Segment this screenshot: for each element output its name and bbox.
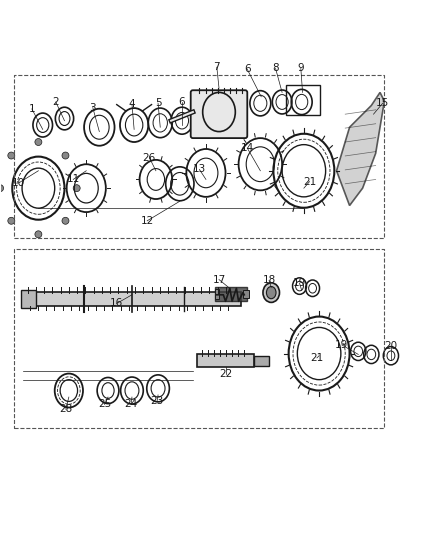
Polygon shape — [197, 354, 254, 367]
FancyBboxPatch shape — [191, 90, 247, 138]
Text: 19: 19 — [293, 278, 306, 288]
Text: 19: 19 — [335, 340, 348, 350]
Circle shape — [35, 139, 42, 146]
Text: 18: 18 — [262, 276, 276, 286]
Text: 17: 17 — [212, 274, 226, 285]
Polygon shape — [21, 290, 36, 308]
Text: 7: 7 — [213, 62, 220, 72]
Text: 22: 22 — [219, 369, 232, 379]
Text: 9: 9 — [297, 63, 304, 74]
Text: 13: 13 — [193, 165, 206, 174]
Text: 23: 23 — [151, 395, 164, 406]
Text: 2: 2 — [53, 97, 59, 107]
Circle shape — [35, 231, 42, 238]
Text: 6: 6 — [179, 97, 185, 107]
Polygon shape — [215, 289, 219, 299]
Circle shape — [62, 217, 69, 224]
Text: 5: 5 — [155, 98, 161, 108]
Circle shape — [0, 184, 4, 192]
Text: 11: 11 — [67, 174, 80, 184]
Polygon shape — [215, 287, 247, 301]
Polygon shape — [23, 292, 241, 305]
Circle shape — [8, 217, 15, 224]
Text: 28: 28 — [59, 404, 72, 414]
Ellipse shape — [263, 283, 279, 302]
Ellipse shape — [266, 287, 276, 298]
Text: 6: 6 — [244, 64, 251, 74]
Polygon shape — [254, 356, 269, 366]
Text: 8: 8 — [272, 63, 279, 74]
Circle shape — [62, 152, 69, 159]
Text: 3: 3 — [89, 103, 96, 112]
Circle shape — [73, 184, 80, 192]
Text: 14: 14 — [240, 143, 254, 153]
Text: 20: 20 — [385, 341, 397, 351]
Text: 21: 21 — [303, 176, 316, 187]
Text: 4: 4 — [129, 99, 135, 109]
Polygon shape — [243, 290, 250, 298]
Text: 16: 16 — [110, 298, 124, 309]
Text: 24: 24 — [124, 399, 138, 409]
Text: 10: 10 — [12, 178, 25, 188]
Text: 21: 21 — [310, 353, 324, 363]
Text: 1: 1 — [28, 104, 35, 114]
Text: 25: 25 — [98, 399, 111, 409]
Text: 12: 12 — [141, 216, 154, 226]
Polygon shape — [336, 92, 385, 206]
Circle shape — [8, 152, 15, 159]
Text: 26: 26 — [143, 152, 156, 163]
Text: 15: 15 — [376, 98, 389, 108]
